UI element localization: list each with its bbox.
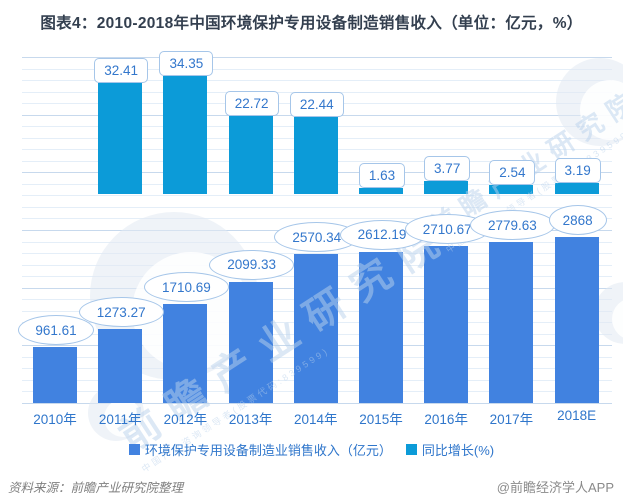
growth-data-label: 32.41: [94, 57, 149, 83]
x-axis-label: 2010年: [33, 412, 77, 427]
source-note: 资料来源：前瞻产业研究院整理: [8, 481, 184, 495]
x-axis-label: 2014年: [294, 412, 338, 427]
legend-swatch-growth-icon: [405, 444, 417, 455]
revenue-bar: [163, 304, 208, 403]
revenue-bar: [359, 251, 403, 403]
growth-data-label: 22.72: [224, 91, 279, 116]
revenue-bar: [33, 347, 77, 403]
growth-bar: [293, 116, 338, 194]
grid-line: [22, 402, 612, 404]
grid-line: [22, 206, 612, 208]
x-axis-label: 2011年: [98, 412, 142, 427]
x-axis-label: 2013年: [228, 412, 273, 427]
revenue-bar: [489, 242, 534, 403]
watermark-logo-circle: [556, 58, 623, 146]
legend-swatch-revenue-icon: [128, 444, 140, 455]
growth-data-label: 22.44: [289, 91, 344, 117]
grid-line: [22, 218, 612, 220]
revenue-data-label: 1273.27: [78, 297, 164, 328]
grid-line: [22, 57, 612, 58]
growth-data-label: 3.19: [554, 158, 601, 183]
x-axis-label: 2012年: [163, 412, 208, 427]
growth-data-label: 2.54: [489, 160, 536, 186]
growth-data-label: 34.35: [159, 51, 214, 76]
revenue-bar: [228, 281, 273, 403]
growth-bar: [163, 76, 208, 194]
grid-line: [22, 253, 612, 255]
revenue-data-label: 2868: [548, 205, 607, 235]
revenue-data-label: 961.61: [18, 315, 94, 346]
legend-label-revenue: 环境保护专用设备制造业销售收入（亿元）: [144, 443, 392, 458]
growth-data-label: 3.77: [424, 156, 471, 182]
revenue-bar: [98, 329, 143, 403]
legend-label-growth: 同比增长(%): [421, 443, 495, 458]
growth-bar: [359, 188, 403, 194]
growth-bar: [228, 116, 273, 194]
grid-line: [22, 80, 612, 82]
revenue-bar: [293, 254, 338, 403]
legend-item-growth: 同比增长(%): [405, 440, 495, 459]
chart-legend: 环境保护专用设备制造业销售收入（亿元） 同比增长(%): [0, 440, 623, 459]
grid-line: [22, 195, 612, 197]
growth-bar: [424, 181, 469, 194]
x-axis-label: 2018E: [557, 408, 597, 423]
growth-bar: [98, 82, 143, 194]
growth-data-label: 1.63: [359, 163, 405, 189]
revenue-data-label: 2779.63: [469, 210, 555, 241]
chart-title: 图表4：2010-2018年中国环境保护专用设备制造销售收入（单位：亿元，%）: [40, 15, 583, 32]
revenue-bar: [554, 237, 599, 403]
legend-item-revenue: 环境保护专用设备制造业销售收入（亿元）: [128, 440, 392, 459]
x-axis-label: 2015年: [359, 412, 403, 427]
revenue-data-label: 1710.69: [143, 272, 229, 302]
growth-bar: [489, 185, 534, 194]
growth-bar: [554, 183, 599, 194]
credit-text: @前瞻经济学人APP: [496, 480, 614, 495]
grid-line: [22, 68, 612, 70]
x-axis-label: 2016年: [424, 412, 468, 427]
x-axis-label: 2017年: [489, 412, 534, 427]
revenue-bar: [424, 246, 469, 403]
revenue-data-label: 2099.33: [209, 249, 295, 280]
